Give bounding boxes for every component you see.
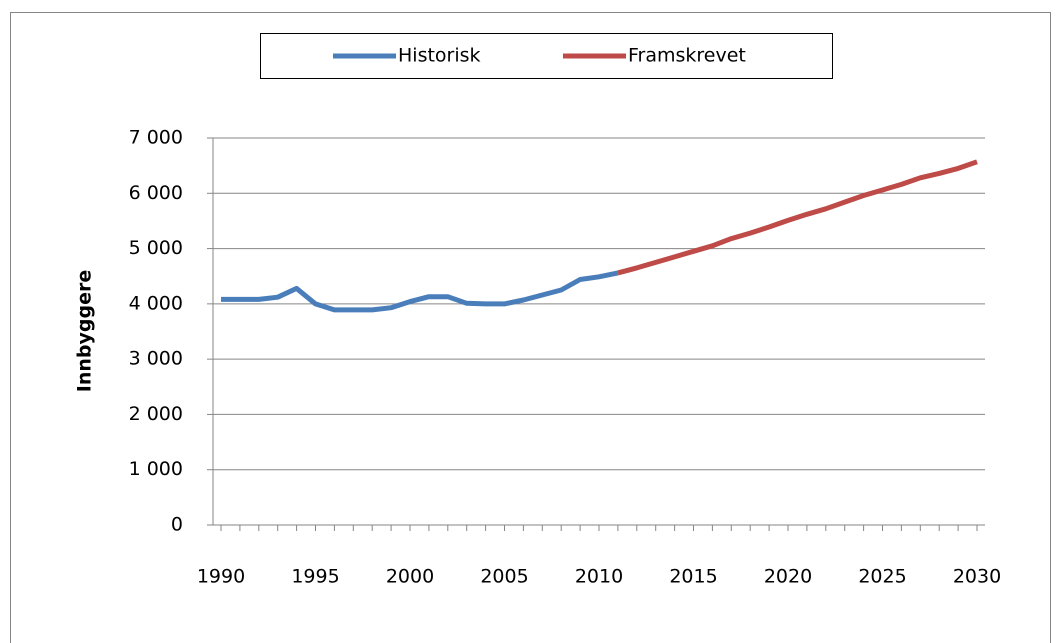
y-tick-label: 2 000 (129, 403, 183, 425)
x-tick-label: 2000 (386, 566, 434, 588)
x-tick-label: 2025 (858, 566, 906, 588)
y-axis-title: Innbyggere (74, 270, 96, 392)
legend-label: Framskrevet (628, 45, 746, 67)
y-tick-label: 7 000 (129, 127, 183, 149)
y-tick-label: 3 000 (129, 348, 183, 370)
y-tick-label: 4 000 (129, 292, 183, 314)
series-line (221, 270, 619, 313)
series-line (617, 159, 978, 276)
y-tick-label: 1 000 (129, 458, 183, 480)
y-tick-label: 6 000 (129, 182, 183, 204)
x-tick-label: 2030 (953, 566, 1001, 588)
legend-label: Historisk (398, 45, 481, 67)
chart-border (10, 12, 1051, 643)
x-tick-label: 1995 (291, 566, 339, 588)
y-tick-label: 5 000 (129, 237, 183, 259)
x-tick-label: 2015 (669, 566, 717, 588)
x-tick-label: 2010 (575, 566, 623, 588)
x-tick-label: 2005 (480, 566, 528, 588)
x-tick-label: 2020 (764, 566, 812, 588)
y-tick-label: 0 (171, 514, 183, 536)
x-tick-label: 1990 (197, 566, 245, 588)
